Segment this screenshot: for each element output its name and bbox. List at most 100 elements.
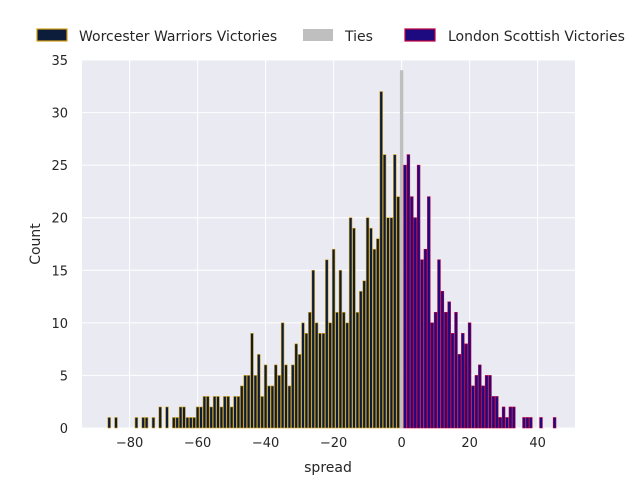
worcester-bar <box>165 406 169 429</box>
worcester-bar <box>393 154 397 429</box>
worcester-bar <box>141 417 145 429</box>
london-bar <box>430 322 434 429</box>
worcester-bar <box>267 385 271 429</box>
worcester-bar <box>274 364 278 429</box>
worcester-bar <box>318 333 322 429</box>
london-bar <box>529 417 533 429</box>
worcester-bar <box>202 396 207 429</box>
x-tick-label: 20 <box>461 436 478 451</box>
london-bar <box>444 312 448 429</box>
worcester-bar <box>379 91 383 429</box>
worcester-bar <box>206 396 210 429</box>
worcester-bar <box>250 333 254 429</box>
london-bar <box>457 354 462 429</box>
y-tick-label: 15 <box>51 264 68 279</box>
london-bar <box>488 375 492 429</box>
london-bar <box>447 301 451 429</box>
x-tick-label: −40 <box>252 436 279 451</box>
london-bar <box>552 417 557 429</box>
worcester-bar <box>178 406 183 429</box>
worcester-bar <box>114 417 118 429</box>
worcester-bar <box>277 375 281 429</box>
london-bar <box>484 375 489 429</box>
london-bar <box>416 164 421 429</box>
london-bar <box>498 417 502 429</box>
worcester-bar <box>301 322 305 429</box>
legend-swatch-london <box>404 28 436 42</box>
ties-bar <box>399 70 404 429</box>
legend-swatch-ties <box>303 29 333 41</box>
london-bar <box>539 417 543 429</box>
worcester-bar <box>223 396 227 429</box>
worcester-bar <box>260 396 264 429</box>
london-bar <box>464 343 468 429</box>
worcester-bar <box>335 312 339 429</box>
worcester-bar <box>107 417 111 429</box>
london-bar <box>454 312 458 429</box>
x-axis-label: spread <box>304 460 352 476</box>
y-tick-label: 10 <box>51 317 68 332</box>
worcester-bar <box>369 227 373 429</box>
worcester-bar <box>328 322 332 429</box>
y-tick-label: 20 <box>51 212 68 227</box>
london-bar <box>481 385 485 429</box>
worcester-bar <box>236 396 241 429</box>
worcester-bar <box>338 269 343 429</box>
y-tick-label: 30 <box>51 107 68 122</box>
worcester-bar <box>291 364 295 429</box>
worcester-bar <box>172 417 176 429</box>
worcester-bar <box>216 396 220 429</box>
london-bar <box>440 291 445 429</box>
y-tick-label: 25 <box>51 159 68 174</box>
worcester-bar <box>226 396 230 429</box>
worcester-bar <box>365 217 370 429</box>
worcester-bar <box>263 364 268 429</box>
worcester-bar <box>359 291 363 429</box>
london-bar <box>474 375 479 429</box>
london-bar <box>495 396 499 429</box>
worcester-bar <box>240 385 244 429</box>
london-bar <box>406 154 411 429</box>
worcester-bar <box>362 280 366 429</box>
x-tick-label: −60 <box>184 436 211 451</box>
y-tick-label: 35 <box>51 54 68 69</box>
london-bar <box>525 417 530 429</box>
x-tick-label: 40 <box>529 436 546 451</box>
worcester-bar <box>144 417 149 429</box>
london-bar <box>433 312 438 429</box>
london-bar <box>461 333 465 429</box>
worcester-bar <box>372 248 377 429</box>
london-bar <box>505 417 509 429</box>
worcester-bar <box>345 322 349 429</box>
y-axis-label: Count <box>28 223 44 265</box>
worcester-bar <box>352 227 356 429</box>
london-bar <box>450 333 455 429</box>
london-bar <box>508 406 513 429</box>
worcester-bar <box>246 375 251 429</box>
worcester-bar <box>233 396 237 429</box>
london-bar <box>471 385 475 429</box>
worcester-bar <box>382 154 387 429</box>
worcester-bar <box>270 385 275 429</box>
worcester-bar <box>297 354 302 429</box>
worcester-bar <box>386 217 390 429</box>
worcester-bar <box>308 312 312 429</box>
london-bar <box>423 248 428 429</box>
london-bar <box>501 406 506 429</box>
london-bar <box>420 259 424 429</box>
london-bar <box>410 196 414 429</box>
london-bar <box>427 196 431 429</box>
worcester-bar <box>229 406 234 429</box>
worcester-bar <box>199 406 203 429</box>
worcester-bar <box>209 406 213 429</box>
worcester-bar <box>314 322 319 429</box>
worcester-bar <box>389 217 394 429</box>
y-tick-label: 5 <box>60 369 68 384</box>
london-bar <box>403 164 407 429</box>
london-bar <box>467 322 472 429</box>
worcester-bar <box>396 196 400 429</box>
worcester-bar <box>325 259 329 429</box>
worcester-bar <box>287 385 292 429</box>
london-bar <box>478 364 482 429</box>
